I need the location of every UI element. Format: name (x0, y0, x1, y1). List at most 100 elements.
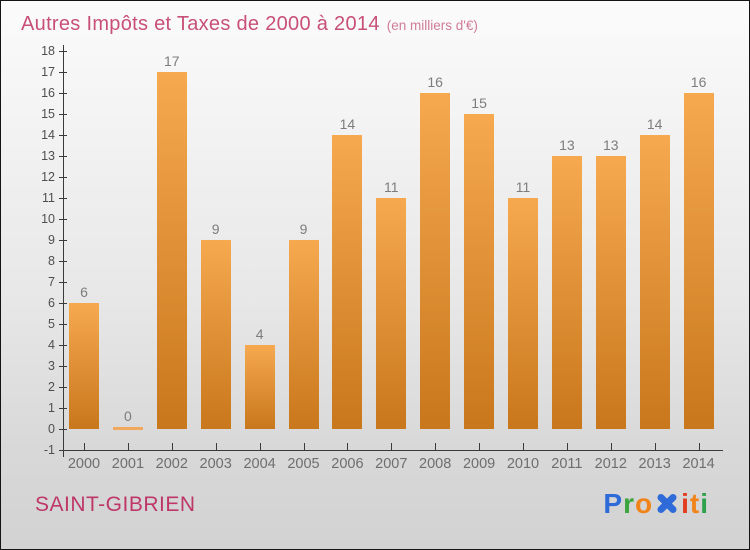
y-tick-label: 18 (41, 44, 55, 58)
x-tick-mark (303, 443, 305, 451)
y-tick-label: 15 (41, 107, 55, 121)
bar-chart-plot-area: -1 0 1 2 3 4 5 6 7 8 9 10 11 12 13 14 15 16 17 18 2000 6 2001 0… (1, 1, 749, 481)
y-tick-mark (59, 429, 67, 430)
x-axis-year-label: 2003 (199, 456, 232, 472)
y-tick-mark (59, 240, 67, 241)
data-bar (332, 135, 363, 429)
y-tick-mark (59, 135, 67, 136)
logo-letter: i (700, 488, 709, 519)
y-tick-mark (59, 324, 67, 325)
data-bar (551, 156, 582, 429)
x-tick-mark (171, 443, 173, 451)
y-axis-line (63, 45, 64, 457)
y-tick-label: 6 (48, 296, 55, 310)
logo-letter: t (689, 488, 701, 519)
x-tick-mark (698, 443, 700, 451)
data-bar (683, 93, 714, 429)
data-bar (288, 240, 319, 429)
data-bar (508, 198, 538, 429)
y-tick-mark (59, 366, 67, 367)
x-tick-mark (654, 443, 656, 451)
bar-value-label: 11 (384, 179, 399, 195)
logo-x-mark (654, 490, 680, 516)
x-axis-year-label: 2011 (551, 456, 583, 472)
y-tick-label: 9 (48, 233, 55, 247)
bar-value-label: 15 (471, 95, 487, 111)
y-tick-label: 0 (48, 422, 55, 436)
x-axis-year-label: 2007 (375, 456, 408, 472)
bar-value-label: 13 (603, 137, 619, 153)
data-bar (595, 156, 626, 429)
data-bar (639, 135, 670, 429)
bar-value-label: 11 (515, 179, 531, 195)
x-axis-year-label: 2005 (287, 456, 320, 472)
chart-title: Autres Impôts et Taxes de 2000 à 2014 (21, 13, 380, 35)
y-tick-label: 1 (48, 401, 55, 415)
y-tick-mark (59, 51, 67, 52)
logo-letter: i (681, 488, 690, 519)
y-tick-label: 14 (41, 128, 55, 142)
y-tick-label: 16 (41, 86, 55, 100)
y-tick-mark (59, 387, 67, 388)
x-axis-year-label: 2012 (594, 456, 627, 472)
data-bar (244, 345, 275, 429)
y-tick-label: 8 (48, 254, 55, 268)
x-tick-mark (215, 443, 217, 451)
x-axis-year-label: 2002 (155, 456, 188, 472)
chart-header: Autres Impôts et Taxes de 2000 à 2014 (en… (21, 13, 478, 36)
x-tick-mark (259, 443, 261, 451)
y-tick-label: 7 (48, 275, 55, 289)
x-axis-year-label: 2009 (462, 456, 496, 472)
data-bar-zero (112, 427, 143, 430)
x-tick-mark (479, 443, 481, 451)
location-label: SAINT-GIBRIEN (35, 493, 196, 516)
y-tick-mark (59, 177, 67, 178)
bar-value-label: 14 (339, 116, 356, 132)
y-tick-mark (59, 198, 67, 199)
y-tick-label: -1 (43, 443, 55, 457)
x-axis-line (63, 450, 723, 451)
y-tick-mark (59, 450, 67, 451)
x-axis-year-label: 2000 (67, 456, 101, 472)
proxiti-logo[interactable]: Pro iti (603, 488, 709, 520)
bar-value-label: 17 (164, 53, 180, 69)
y-tick-mark (59, 219, 67, 220)
x-tick-mark (84, 443, 85, 451)
x-axis-year-label: 2014 (682, 456, 715, 472)
bar-value-label: 4 (255, 326, 264, 342)
x-axis-year-label: 2004 (243, 456, 276, 472)
y-tick-mark (59, 156, 67, 157)
logo-letter: o (635, 488, 654, 519)
y-tick-label: 5 (48, 317, 55, 331)
y-tick-label: 17 (41, 65, 55, 79)
y-tick-mark (59, 345, 67, 346)
data-bar (69, 303, 99, 429)
y-tick-label: 11 (42, 191, 55, 205)
y-tick-label: 13 (41, 149, 55, 163)
bar-value-label: 0 (123, 408, 132, 424)
x-axis-year-label: 2008 (419, 456, 452, 472)
y-tick-label: 10 (41, 212, 55, 226)
bar-value-label: 9 (211, 221, 220, 237)
logo-letter: r (623, 488, 635, 519)
x-axis-year-label: 2006 (331, 456, 364, 472)
y-tick-mark (59, 114, 67, 115)
y-tick-label: 3 (48, 359, 55, 373)
chart-subtitle: (en milliers d'€) (386, 18, 478, 33)
y-tick-mark (59, 93, 67, 94)
x-axis-year-label: 2001 (111, 456, 145, 472)
x-axis-year-label: 2010 (506, 456, 540, 472)
x-tick-mark (127, 443, 129, 451)
x-tick-mark (566, 443, 568, 451)
y-tick-label: 2 (48, 380, 55, 394)
x-tick-mark (523, 443, 524, 451)
data-bar (200, 240, 231, 429)
x-tick-mark (347, 443, 349, 451)
data-bar (376, 198, 407, 429)
bar-value-label: 14 (646, 116, 663, 132)
bar-value-label: 9 (299, 221, 308, 237)
data-bar (156, 72, 187, 429)
y-tick-mark (59, 303, 67, 304)
bar-value-label: 13 (559, 137, 575, 153)
